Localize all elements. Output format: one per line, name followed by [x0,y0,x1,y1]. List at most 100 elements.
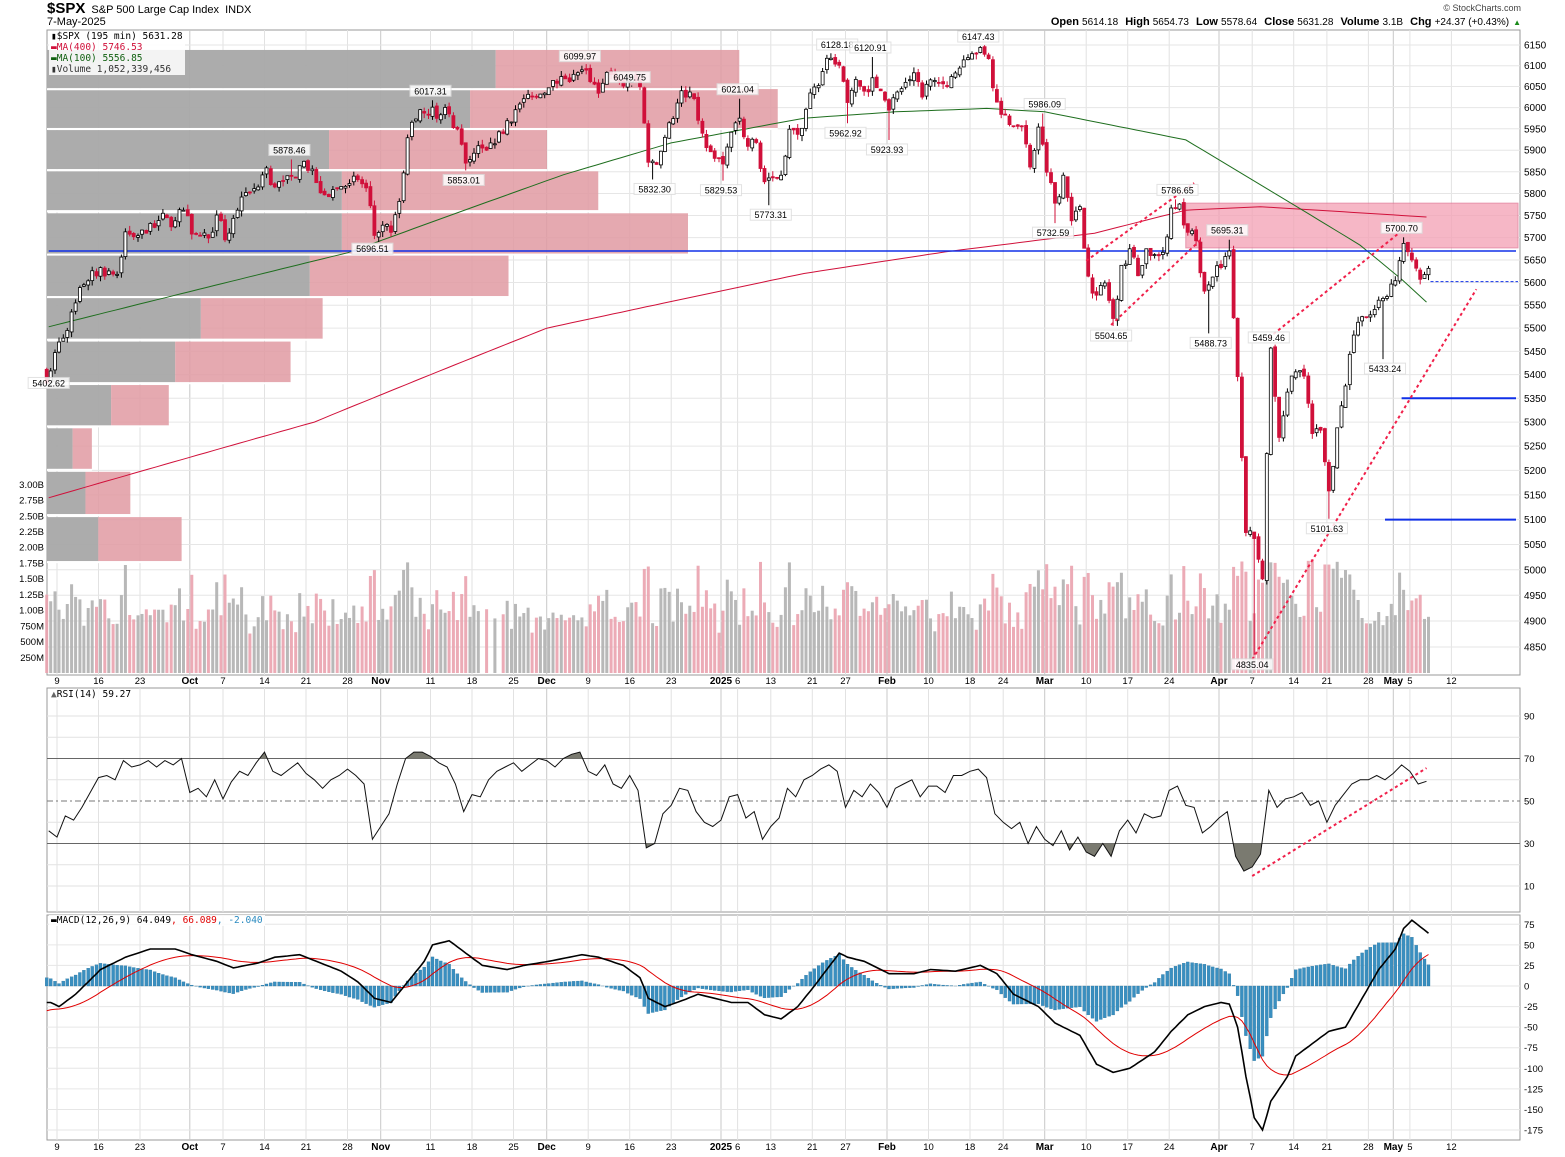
candle-body [903,81,908,88]
candle-body [659,150,663,166]
candle-body [189,213,194,235]
candle-body [1223,256,1228,268]
macd-histogram-bar [49,978,53,987]
candle-body [322,190,327,196]
macd-histogram-bar [617,985,622,991]
macd-histogram-bar [1227,973,1231,987]
macd-histogram-bar [148,969,152,987]
candle-body [1302,368,1306,377]
volume-bar [970,618,974,673]
candle-body [663,136,667,152]
candle-body [953,72,958,78]
volume-bar [754,615,758,673]
volume-bar [1294,603,1298,673]
change-label: Chg [1410,16,1432,28]
candle-body [754,139,759,143]
price-label-box [558,50,601,63]
candle-body [115,273,119,276]
macd-histogram-bar [435,958,439,987]
volume-bar [526,607,530,673]
volume-bar [65,604,69,673]
macd-histogram-bar [1007,985,1012,1002]
candle-body [1181,202,1186,226]
volume-bar [925,599,928,673]
date-tick-label: Apr [1210,1142,1227,1153]
macd-histogram-bar [1177,964,1182,987]
macd-histogram-bar [1422,958,1427,987]
volume-bar [1269,562,1273,673]
price-tick-label: 5550 [1524,301,1547,312]
volume-bar [302,616,306,673]
price-tick-label: 5500 [1524,324,1547,335]
candle-body [526,93,530,99]
macd-histogram-bar [69,976,74,987]
price-label: 5695.31 [1211,226,1244,236]
price-tick-label: 5450 [1524,347,1547,358]
candle-body [372,205,377,236]
date-tick-label: 21 [301,1142,312,1153]
macd-histogram-bar [646,985,650,1014]
volume-bar [812,612,816,673]
macd-histogram-bar [729,985,733,993]
volume-bar [1348,574,1352,673]
macd-histogram-bar [663,985,667,1011]
volume-bar [49,601,53,673]
macd-histogram-bar [1161,974,1165,987]
up-arrow-icon: ▲ [1513,18,1521,27]
price-label-box [1206,224,1249,237]
macd-histogram-bar [165,975,169,987]
candle-body [1094,291,1099,296]
macd-histogram-bar [733,985,738,992]
candle-body [671,118,676,125]
volume-bar [344,612,347,673]
volume-bar [1132,609,1136,673]
macd-histogram-bar [1290,978,1294,987]
volume-bar [630,602,634,673]
macd-histogram-bar [493,985,497,993]
macd-histogram-bar [152,971,157,987]
volume-bar [974,629,978,673]
macd-histogram-bar [294,982,298,987]
candle-body [1397,260,1402,282]
volume-bar [601,600,605,673]
volume-bar [1381,625,1385,673]
volume-bar [787,562,791,673]
volume-bar [1169,574,1173,673]
macd-histogram-bar [256,985,260,987]
price-label: 6021.04 [721,85,754,95]
candle-body [492,143,497,146]
volume-bar [916,605,920,673]
date-tick-label: 18 [965,676,976,687]
candle-body [1065,176,1070,198]
volume-bar [1128,597,1132,673]
candle-body [1227,250,1232,257]
macd-histogram-bar [596,984,601,987]
volume-bar [1219,622,1223,673]
volume-bar [331,599,335,673]
candle-body [82,284,86,287]
volume-bar [1107,582,1111,673]
date-tick-label: 12 [1446,676,1457,687]
candle-body [185,209,190,217]
volume-bar [1298,616,1302,673]
candle-body [156,220,161,227]
volume-bar [128,614,132,673]
macd-histogram-bar [779,985,783,997]
macd-histogram-bar [1248,985,1252,1049]
candle-body [1049,172,1053,184]
macd-histogram-bar [219,985,223,992]
volume-bar [202,621,206,673]
volume-bar [439,609,443,673]
macd-histogram-bar [1256,985,1261,1059]
price-tick-label: 5400 [1524,370,1547,381]
macd-histogram-bar [742,985,746,991]
volume-bar [1385,616,1389,673]
candle-body [916,72,921,83]
candle-body [1335,427,1340,469]
macd-histogram-bar [418,969,422,987]
candle-body [1165,236,1170,254]
candle-body [1426,267,1431,276]
volume-bar [1012,626,1015,673]
candle-body [202,232,207,236]
candle-body [169,216,174,228]
